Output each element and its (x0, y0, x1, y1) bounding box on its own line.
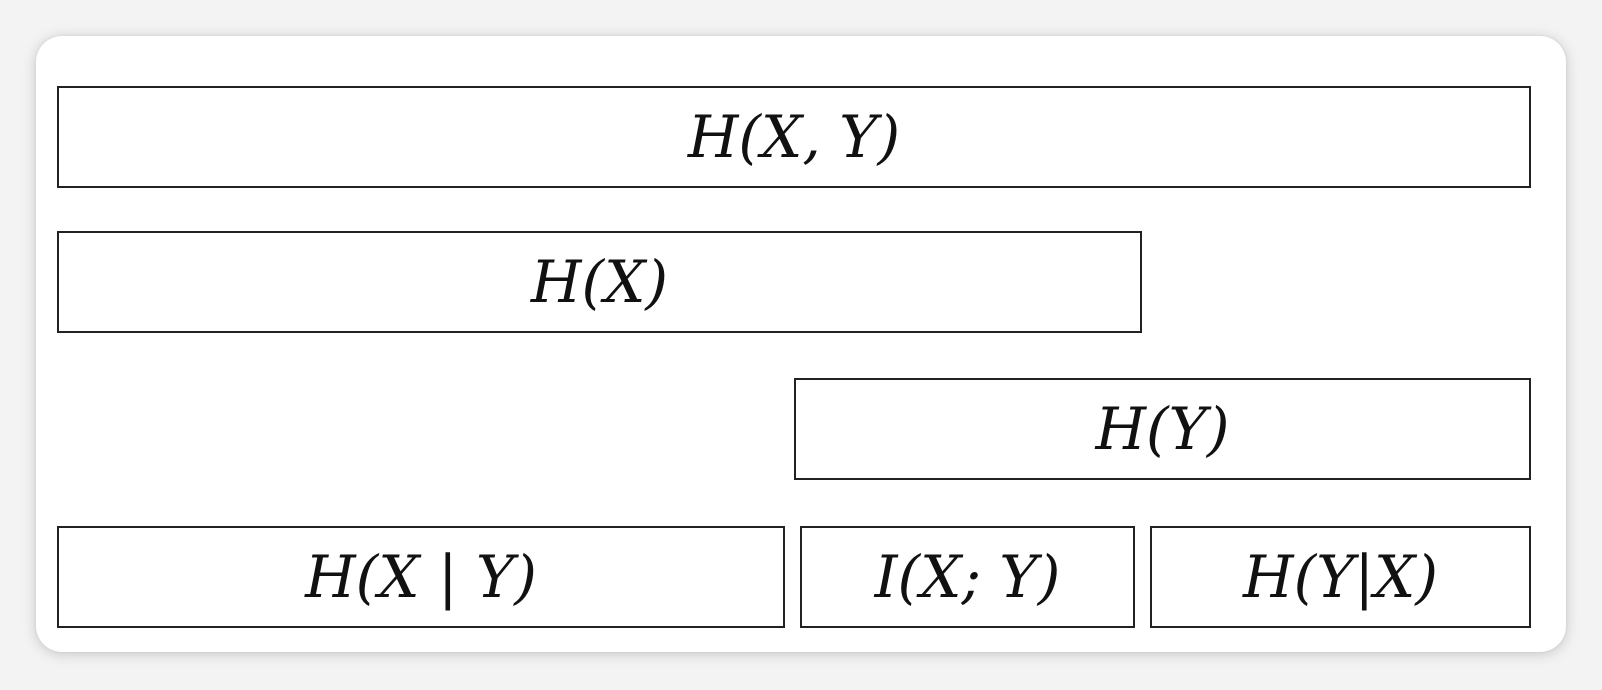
entropy-y-label: H(Y) (1095, 395, 1230, 463)
entropy-x-label: H(X) (530, 248, 669, 316)
joint-entropy-box: H(X, Y) (57, 86, 1531, 188)
conditional-entropy-x-given-y-box: H(X | Y) (57, 526, 785, 628)
mutual-information-label: I(X; Y) (874, 543, 1061, 611)
conditional-entropy-x-given-y-label: H(X | Y) (305, 543, 537, 611)
joint-entropy-label: H(X, Y) (687, 103, 901, 171)
entropy-x-box: H(X) (57, 231, 1142, 333)
entropy-y-box: H(Y) (794, 378, 1531, 480)
mutual-information-box: I(X; Y) (800, 526, 1135, 628)
conditional-entropy-y-given-x-box: H(Y|X) (1150, 526, 1531, 628)
diagram-card: H(X, Y) H(X) H(Y) H(X | Y) I(X; Y) H(Y|X… (36, 36, 1566, 652)
conditional-entropy-y-given-x-label: H(Y|X) (1243, 543, 1438, 611)
